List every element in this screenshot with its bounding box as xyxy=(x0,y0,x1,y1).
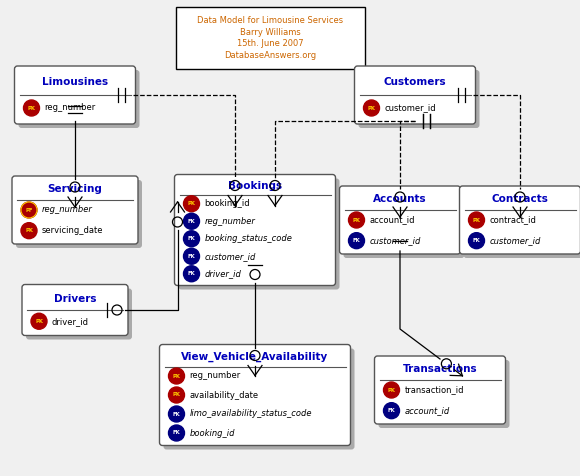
Circle shape xyxy=(383,382,400,398)
Text: PK: PK xyxy=(387,387,396,393)
FancyBboxPatch shape xyxy=(358,70,480,128)
Text: reg_number: reg_number xyxy=(205,217,255,226)
Text: PK: PK xyxy=(368,106,375,110)
Text: reg_number: reg_number xyxy=(42,206,93,215)
Text: reg_number: reg_number xyxy=(190,371,241,380)
Circle shape xyxy=(364,100,379,116)
Text: PK: PK xyxy=(28,106,35,110)
Text: driver_id: driver_id xyxy=(52,317,89,326)
FancyBboxPatch shape xyxy=(26,288,132,339)
FancyBboxPatch shape xyxy=(14,66,136,124)
Text: FK: FK xyxy=(188,219,195,224)
Circle shape xyxy=(21,223,37,238)
Circle shape xyxy=(183,196,200,212)
Text: availability_date: availability_date xyxy=(190,390,259,399)
FancyBboxPatch shape xyxy=(375,356,506,424)
Text: customer_id: customer_id xyxy=(385,103,436,112)
Text: FK: FK xyxy=(173,430,180,436)
Text: Servicing: Servicing xyxy=(48,184,103,194)
Circle shape xyxy=(21,202,37,218)
FancyBboxPatch shape xyxy=(463,190,580,258)
Text: Limousines: Limousines xyxy=(42,77,108,87)
FancyBboxPatch shape xyxy=(164,348,354,449)
FancyBboxPatch shape xyxy=(175,175,335,286)
Circle shape xyxy=(169,425,184,441)
Circle shape xyxy=(183,231,200,247)
Text: PK: PK xyxy=(473,218,480,222)
Text: booking_id: booking_id xyxy=(205,199,250,208)
Circle shape xyxy=(183,266,200,282)
Text: customer_id: customer_id xyxy=(369,236,421,245)
Text: FK: FK xyxy=(353,238,360,243)
Circle shape xyxy=(24,100,39,116)
Circle shape xyxy=(183,213,200,229)
Circle shape xyxy=(169,387,184,403)
Text: Accounts: Accounts xyxy=(373,194,427,204)
Text: FK: FK xyxy=(473,238,480,243)
FancyBboxPatch shape xyxy=(160,345,350,446)
Text: contract_id: contract_id xyxy=(490,216,536,225)
Circle shape xyxy=(349,233,364,248)
Text: PK: PK xyxy=(353,218,360,222)
FancyBboxPatch shape xyxy=(379,360,509,428)
Text: customer_id: customer_id xyxy=(205,252,256,261)
Text: Data Model for Limousine Services
Barry Williams
15th. June 2007
DatabaseAnswers: Data Model for Limousine Services Barry … xyxy=(197,16,343,60)
Text: FK: FK xyxy=(188,271,195,276)
FancyBboxPatch shape xyxy=(354,66,476,124)
Circle shape xyxy=(183,248,200,264)
Text: Customers: Customers xyxy=(384,77,447,87)
Text: FK: FK xyxy=(173,411,180,416)
Text: driver_id: driver_id xyxy=(205,269,241,278)
Text: PK: PK xyxy=(187,201,195,206)
Circle shape xyxy=(383,403,400,419)
Text: customer_id: customer_id xyxy=(490,236,541,245)
FancyBboxPatch shape xyxy=(459,186,580,254)
Text: PK: PK xyxy=(173,374,180,378)
Text: servicing_date: servicing_date xyxy=(42,226,103,235)
FancyBboxPatch shape xyxy=(22,285,128,336)
Text: Transactions: Transactions xyxy=(403,364,477,374)
Circle shape xyxy=(169,406,184,422)
Text: account_id: account_id xyxy=(404,406,450,415)
Text: FK: FK xyxy=(387,408,396,413)
FancyBboxPatch shape xyxy=(16,180,142,248)
Text: FK: FK xyxy=(188,236,195,241)
FancyBboxPatch shape xyxy=(19,70,140,128)
Text: account_id: account_id xyxy=(369,216,415,225)
Text: PK: PK xyxy=(35,319,43,324)
Text: booking_id: booking_id xyxy=(190,428,235,437)
Text: PF: PF xyxy=(26,208,32,212)
FancyBboxPatch shape xyxy=(343,190,465,258)
Text: transaction_id: transaction_id xyxy=(404,386,464,395)
Text: reg_number: reg_number xyxy=(45,103,96,112)
Text: View_Vehicle_Availability: View_Vehicle_Availability xyxy=(182,352,329,362)
Text: Drivers: Drivers xyxy=(54,294,96,304)
FancyBboxPatch shape xyxy=(179,178,339,289)
Text: PK: PK xyxy=(173,393,180,397)
Text: PK: PK xyxy=(25,228,33,233)
Circle shape xyxy=(469,233,484,248)
Circle shape xyxy=(469,212,484,228)
Text: limo_availability_status_code: limo_availability_status_code xyxy=(190,409,312,418)
Circle shape xyxy=(169,368,184,384)
Text: Contracts: Contracts xyxy=(492,194,549,204)
FancyBboxPatch shape xyxy=(12,176,138,244)
Circle shape xyxy=(31,313,47,329)
FancyBboxPatch shape xyxy=(176,7,364,69)
Text: booking_status_code: booking_status_code xyxy=(205,234,292,243)
Circle shape xyxy=(349,212,364,228)
Text: Bookings: Bookings xyxy=(228,181,282,191)
FancyBboxPatch shape xyxy=(339,186,461,254)
Text: FK: FK xyxy=(188,254,195,259)
